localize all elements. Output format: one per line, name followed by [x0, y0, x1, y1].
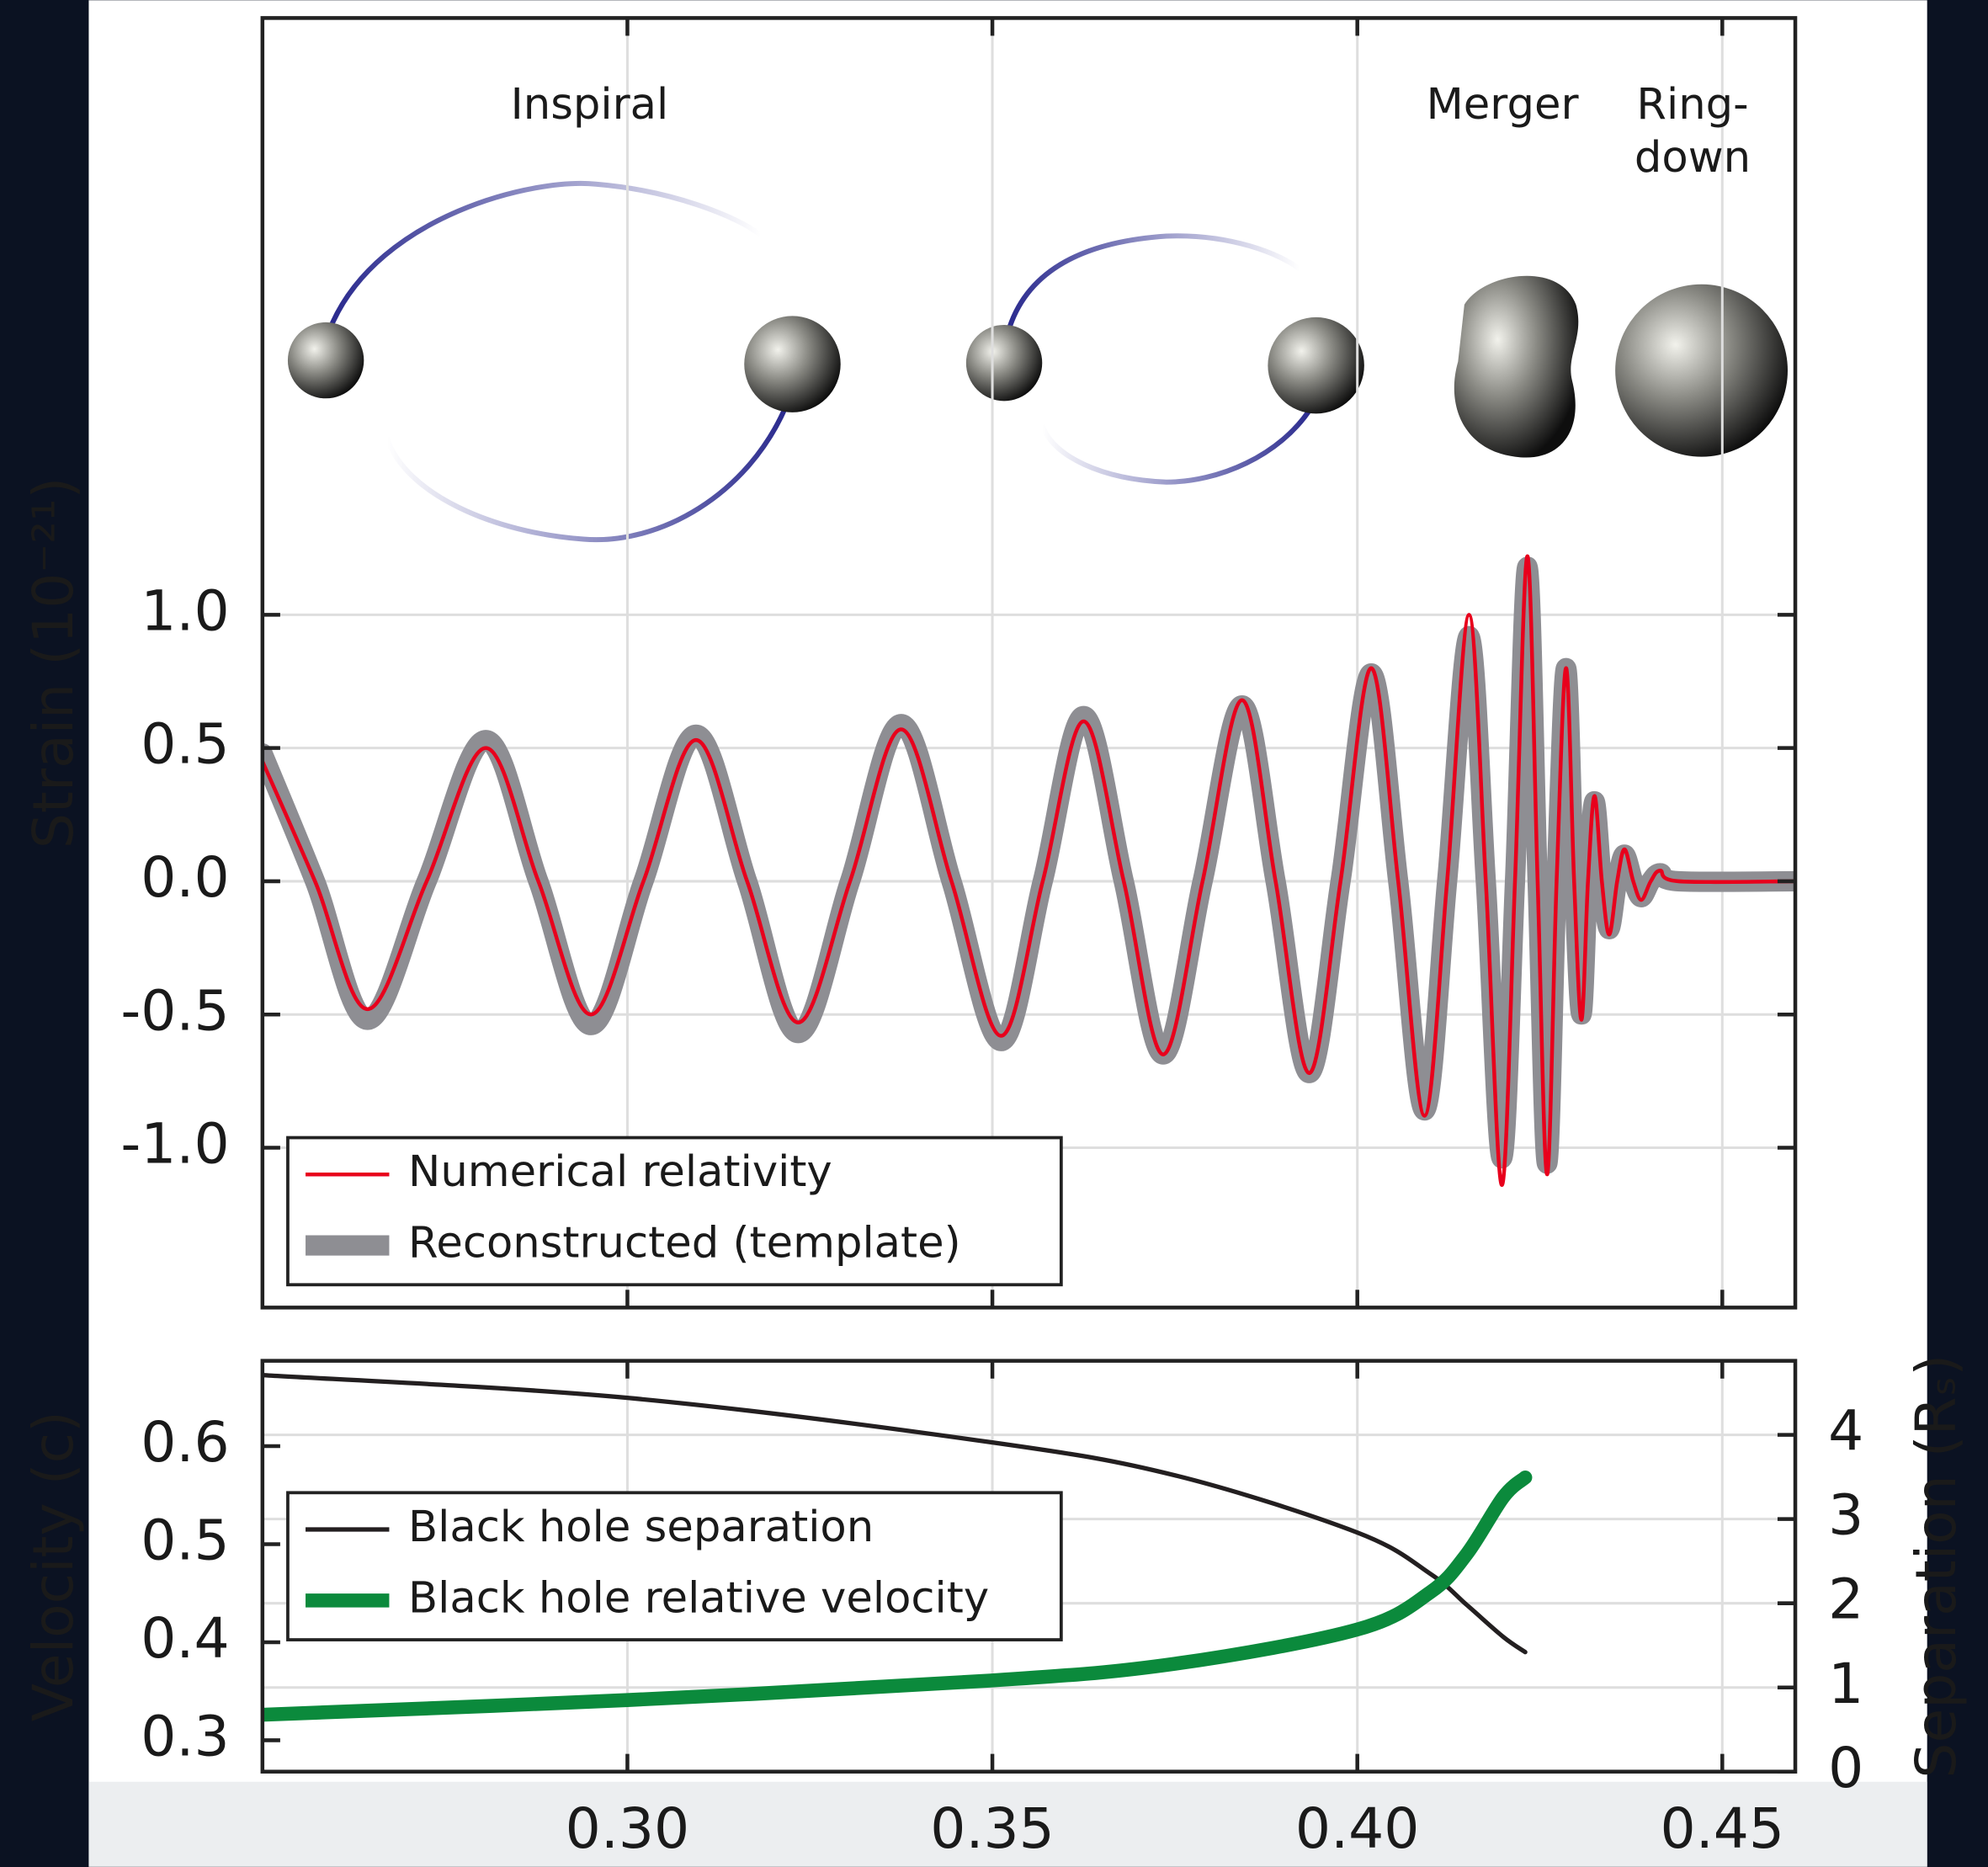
annotation: Merger	[1427, 79, 1580, 130]
annotation: down	[1635, 132, 1751, 183]
legend-box	[286, 1491, 1063, 1641]
x-tick-label: 0.35	[930, 1795, 1055, 1861]
y-tick-label: 0.5	[141, 1508, 229, 1573]
y-tick-label: -0.5	[120, 977, 229, 1043]
y-axis-label: Velocity (c)	[20, 1411, 86, 1721]
y-tick-label: 0.3	[141, 1704, 229, 1769]
line-series	[262, 1373, 1528, 1655]
y-tick-label: 0.6	[141, 1409, 229, 1475]
legend-label: Numerical relativity	[408, 1146, 832, 1197]
y2-tick-label: 0	[1828, 1735, 1863, 1801]
y-tick-label: 0.0	[141, 844, 229, 910]
y2-tick-label: 2	[1828, 1566, 1863, 1632]
x-tick-label: 0.45	[1661, 1795, 1785, 1861]
y-axis-label: Strain (10⁻²¹)	[20, 477, 86, 849]
legend-label: Black hole separation	[408, 1502, 874, 1552]
y2-tick-label: 1	[1828, 1651, 1863, 1716]
annotation: Inspiral	[511, 79, 669, 130]
x-tick-label: 0.40	[1295, 1795, 1420, 1861]
x-tick-label: 0.30	[566, 1795, 690, 1861]
y-tick-label: 0.5	[141, 711, 229, 777]
line-series	[262, 1470, 1533, 1722]
y-tick-label: 1.0	[141, 577, 229, 643]
y-tick-label: -1.0	[120, 1111, 229, 1177]
y2-tick-label: 4	[1828, 1398, 1863, 1464]
y2-axis-label: Separation (Rₛ)	[1903, 1354, 1969, 1779]
legend-label: Reconstructed (template)	[408, 1218, 961, 1269]
plot-frame	[260, 1359, 1798, 1774]
line-series	[262, 554, 1796, 1188]
y2-tick-label: 3	[1828, 1482, 1863, 1548]
illustration	[287, 181, 1788, 543]
axis-strip	[88, 1781, 1927, 1867]
plot-frame	[260, 16, 1798, 1310]
y-tick-label: 0.4	[141, 1605, 229, 1671]
legend-box	[286, 1136, 1063, 1287]
annotation: Ring-	[1636, 79, 1748, 130]
legend-label: Black hole relative velocity	[408, 1572, 989, 1623]
